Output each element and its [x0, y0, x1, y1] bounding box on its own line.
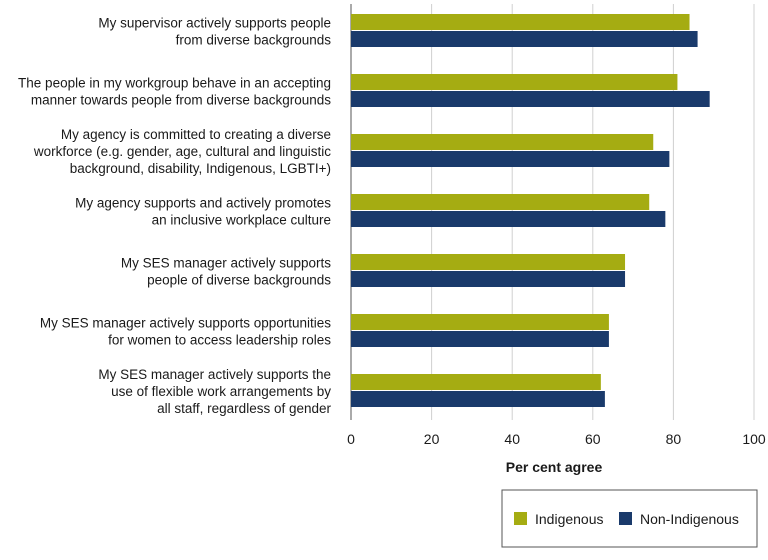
bar-non-indigenous-7	[351, 391, 605, 407]
category-labels: My supervisor actively supports people fr…	[18, 16, 331, 417]
legend-label-non-indigenous: Non-Indigenous	[640, 511, 739, 527]
x-tick-label: 60	[585, 431, 601, 447]
bar-indigenous-3	[351, 134, 654, 150]
x-tick-label: 100	[742, 431, 766, 447]
legend: Indigenous Non-Indigenous	[501, 489, 758, 548]
category-label-line: workforce (e.g. gender, age, cultural an…	[33, 144, 331, 159]
category-label-line: people of diverse backgrounds	[147, 273, 331, 288]
x-tick-label: 40	[504, 431, 520, 447]
category-label-6: My SES manager actively supports opportu…	[40, 316, 331, 348]
category-label-line: an inclusive workplace culture	[152, 213, 331, 228]
category-label-line: all staff, regardless of gender	[157, 401, 331, 416]
x-tick-label: 0	[347, 431, 355, 447]
bar-non-indigenous-5	[351, 271, 626, 287]
legend-box	[501, 489, 758, 548]
legend-swatch-non-indigenous	[619, 512, 632, 525]
legend-swatch-indigenous	[514, 512, 527, 525]
bar-indigenous-1	[351, 14, 690, 30]
bar-non-indigenous-1	[351, 31, 698, 47]
category-label-line: My SES manager actively supports opportu…	[40, 316, 331, 331]
category-label-line: My SES manager actively supports	[121, 256, 331, 271]
category-label-5: My SES manager actively supports people o…	[121, 256, 331, 288]
bar-indigenous-7	[351, 374, 601, 390]
category-label-line: My agency supports and actively promotes	[75, 196, 331, 211]
category-label-line: My supervisor actively supports people	[98, 16, 331, 31]
category-label-line: background, disability, Indigenous, LGBT…	[70, 161, 331, 176]
bar-indigenous-2	[351, 74, 678, 90]
category-label-line: My agency is committed to creating a div…	[61, 127, 331, 142]
bar-non-indigenous-4	[351, 211, 666, 227]
x-axis: 0 20 40 60 80 100 Per cent agree	[347, 431, 766, 475]
category-label-line: My SES manager actively supports the	[98, 367, 331, 382]
legend-label-indigenous: Indigenous	[535, 511, 604, 527]
category-label-line: The people in my workgroup behave in an …	[18, 76, 331, 91]
bar-non-indigenous-6	[351, 331, 609, 347]
category-label-2: The people in my workgroup behave in an …	[18, 76, 331, 108]
x-tick-label: 80	[666, 431, 682, 447]
bar-indigenous-4	[351, 194, 650, 210]
x-axis-title: Per cent agree	[506, 459, 603, 475]
bars	[351, 14, 710, 407]
category-label-4: My agency supports and actively promotes…	[75, 196, 331, 228]
bar-indigenous-6	[351, 314, 609, 330]
category-label-1: My supervisor actively supports people fr…	[98, 16, 331, 48]
x-tick-label: 20	[424, 431, 440, 447]
bar-indigenous-5	[351, 254, 626, 270]
bar-non-indigenous-2	[351, 91, 710, 107]
category-label-line: from diverse backgrounds	[176, 33, 332, 48]
bar-non-indigenous-3	[351, 151, 670, 167]
category-label-line: manner towards people from diverse backg…	[31, 93, 331, 108]
category-label-line: for women to access leadership roles	[108, 333, 331, 348]
category-label-line: use of flexible work arrangements by	[111, 384, 331, 399]
category-label-7: My SES manager actively supports the use …	[98, 367, 331, 416]
category-label-3: My agency is committed to creating a div…	[33, 127, 331, 176]
